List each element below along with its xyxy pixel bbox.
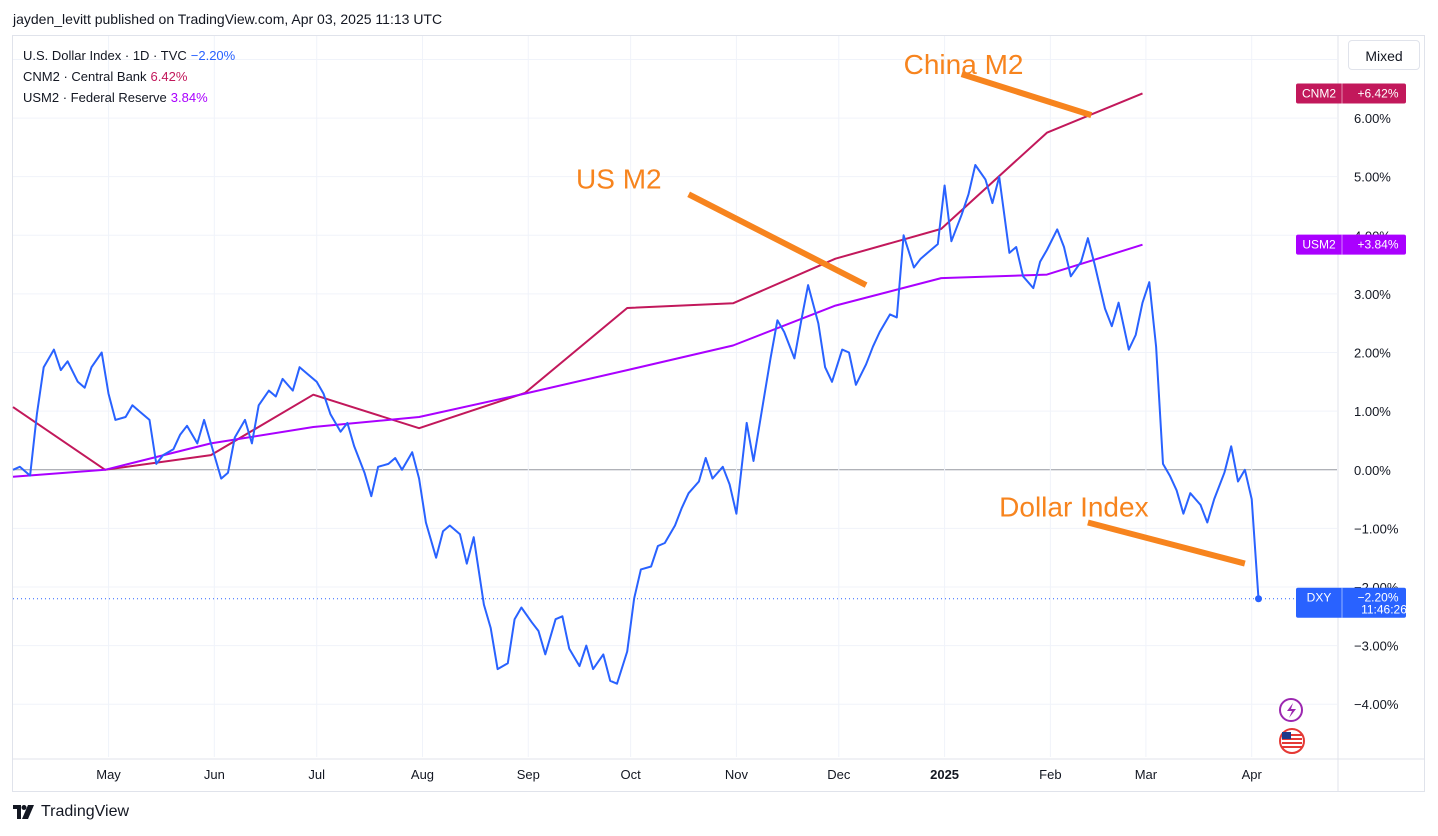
tradingview-logo-icon [13, 805, 34, 819]
cnm2-tag-value: +6.42% [1357, 86, 1398, 100]
y-tick-label: −1.00% [1354, 521, 1399, 536]
y-tick-label: −3.00% [1354, 639, 1399, 654]
dxy-last-point [1255, 595, 1263, 603]
y-tick-label: 5.00% [1354, 170, 1391, 185]
x-tick-label: May [96, 767, 121, 782]
legend-value: 3.84% [170, 90, 208, 105]
icon-layer [1279, 698, 1305, 754]
chart-frame [12, 35, 1425, 792]
axis-layer: 7.00%6.00%5.00%4.00%3.00%2.00%1.00%0.00%… [13, 36, 1424, 791]
series-line-cnm2 [12, 92, 1143, 471]
x-tick-label: Nov [725, 767, 749, 782]
y-tick-label: 6.00% [1354, 111, 1391, 126]
dxy-tag-bg [1296, 587, 1406, 618]
y-tick-label: −4.00% [1354, 697, 1399, 712]
flag-stripe [1282, 738, 1302, 740]
price-label-layer: CNM2 +6.42% USM2 +3.84% DXY −2.20%11:46:26 [1296, 83, 1407, 618]
legend-label: CNM2 · Central Bank [23, 69, 147, 84]
x-tick-label: 2025 [930, 767, 959, 782]
legend-item-dxy[interactable]: U.S. Dollar Index · 1D · TVC −2.20% [23, 45, 235, 66]
annotation-line [687, 191, 868, 288]
legend: U.S. Dollar Index · 1D · TVC −2.20% CNM2 … [23, 45, 235, 108]
x-tick-label: Dec [827, 767, 851, 782]
flag-stripe [1282, 742, 1302, 744]
annotation-text: China M2 [904, 49, 1024, 80]
cnm2-tag-symbol: CNM2 [1302, 86, 1336, 100]
footer-brand[interactable]: TradingView [13, 803, 129, 821]
y-tick-label: 3.00% [1354, 287, 1391, 302]
flag-canton [1282, 732, 1291, 739]
x-tick-label: Apr [1242, 767, 1263, 782]
usm2-tag-bg [1296, 234, 1406, 255]
y-tick-label: 1.00% [1354, 404, 1391, 419]
y-tick-label: 2.00% [1354, 346, 1391, 361]
x-tick-label: Oct [621, 767, 642, 782]
x-tick-label: Mar [1135, 767, 1158, 782]
grid-layer [13, 36, 1337, 757]
cnm2-tag-bg [1296, 83, 1406, 104]
x-tick-label: Feb [1039, 767, 1061, 782]
x-tick-label: Sep [517, 767, 540, 782]
legend-item-cnm2[interactable]: CNM2 · Central Bank 6.42% [23, 66, 235, 87]
y-tick-label: 0.00% [1354, 463, 1391, 478]
annotation-text: Dollar Index [999, 492, 1148, 523]
series-line-usm2 [12, 243, 1143, 478]
x-tick-label: Aug [411, 767, 434, 782]
scale-mode-button[interactable]: Mixed [1348, 40, 1420, 70]
legend-label: U.S. Dollar Index · 1D · TVC [23, 48, 187, 63]
brand-name: TradingView [41, 803, 130, 820]
dxy-tag-time: 11:46:26 [1361, 603, 1407, 617]
usm2-tag-value: +3.84% [1357, 238, 1398, 252]
series-layer [12, 92, 1337, 685]
legend-value: 6.42% [150, 69, 188, 84]
publish-info: jayden_levitt published on TradingView.c… [13, 11, 443, 27]
legend-label: USM2 · Federal Reserve [23, 90, 167, 105]
x-tick-label: Jul [308, 767, 325, 782]
usm2-tag-symbol: USM2 [1302, 238, 1336, 252]
annotation-line [1087, 519, 1246, 567]
flag-stripe [1282, 734, 1302, 736]
legend-value: −2.20% [190, 48, 236, 63]
legend-item-usm2[interactable]: USM2 · Federal Reserve 3.84% [23, 87, 235, 108]
annotation-text: US M2 [576, 163, 662, 194]
annotation-line [960, 71, 1093, 118]
lightning-bolt-icon [1287, 703, 1296, 718]
series-line-dxy [12, 164, 1260, 685]
dxy-tag-symbol: DXY [1307, 591, 1332, 605]
x-tick-label: Jun [204, 767, 225, 782]
flag-stripe [1282, 746, 1302, 748]
dxy-tag-value: −2.20% [1357, 591, 1398, 605]
annotation-layer: China M2 US M2 Dollar Index [576, 49, 1246, 567]
